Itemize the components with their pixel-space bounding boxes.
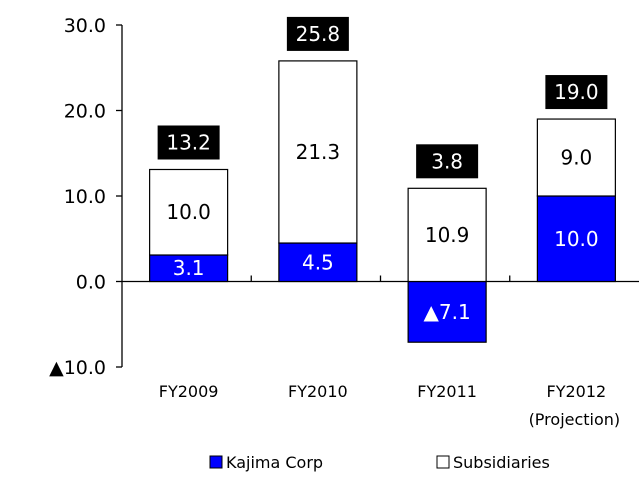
total-label: 13.2 xyxy=(166,130,211,154)
y-tick-label: 30.0 xyxy=(64,15,106,37)
bar-subsidiaries xyxy=(407,187,487,283)
legend-label: Kajima Corp xyxy=(226,453,323,472)
y-tick-label: 0.0 xyxy=(76,272,106,294)
bar-label-subsidiaries: 10.0 xyxy=(166,200,211,224)
x-category-label: FY2009 xyxy=(159,382,219,401)
bar-subsidiaries xyxy=(536,118,616,197)
bar-kajima xyxy=(278,242,358,283)
x-category-sublabel: (Projection) xyxy=(529,410,621,429)
bar-kajima xyxy=(407,280,487,343)
total-label: 19.0 xyxy=(554,80,599,104)
bar-kajima xyxy=(536,195,616,283)
total-box xyxy=(286,16,349,51)
x-category-label: FY2012 xyxy=(547,382,607,401)
bar-subsidiaries xyxy=(278,60,358,244)
bar-label-kajima: 10.0 xyxy=(554,227,599,251)
bar-label-subsidiaries: 21.3 xyxy=(296,140,341,164)
legend-label: Subsidiaries xyxy=(453,453,550,472)
y-tick-label: 20.0 xyxy=(64,101,106,123)
y-tick-label: ▲10.0 xyxy=(49,357,106,379)
bar-kajima xyxy=(149,254,229,283)
total-label: 3.8 xyxy=(431,149,463,173)
total-box xyxy=(545,75,608,110)
bar-subsidiaries xyxy=(149,168,229,256)
legend-swatch xyxy=(436,455,450,469)
total-label: 25.8 xyxy=(296,22,341,46)
bars: 3.1 10.0 13.2 4.5 21.3 25.8 ▲7.1 10.9 3.8 10.0 9.0… xyxy=(149,16,616,343)
bar-label-subsidiaries: 9.0 xyxy=(560,146,592,170)
y-ticks: 30.0 20.0 10.0 0.0 ▲10.0 xyxy=(49,15,122,379)
x-category-label: FY2011 xyxy=(417,382,477,401)
x-category-label: FY2010 xyxy=(288,382,348,401)
bar-label-kajima: ▲7.1 xyxy=(424,300,471,324)
legend: Kajima Corp Subsidiaries xyxy=(209,453,550,472)
legend-swatch xyxy=(209,455,223,469)
x-labels: FY2009 FY2010 FY2011 FY2012 (Projection) xyxy=(159,382,620,429)
bar-label-kajima: 4.5 xyxy=(302,250,334,274)
y-tick-label: 10.0 xyxy=(64,186,106,208)
total-box xyxy=(157,125,220,160)
total-box xyxy=(416,144,479,179)
bar-label-kajima: 3.1 xyxy=(173,256,205,280)
bar-label-subsidiaries: 10.9 xyxy=(425,223,470,247)
